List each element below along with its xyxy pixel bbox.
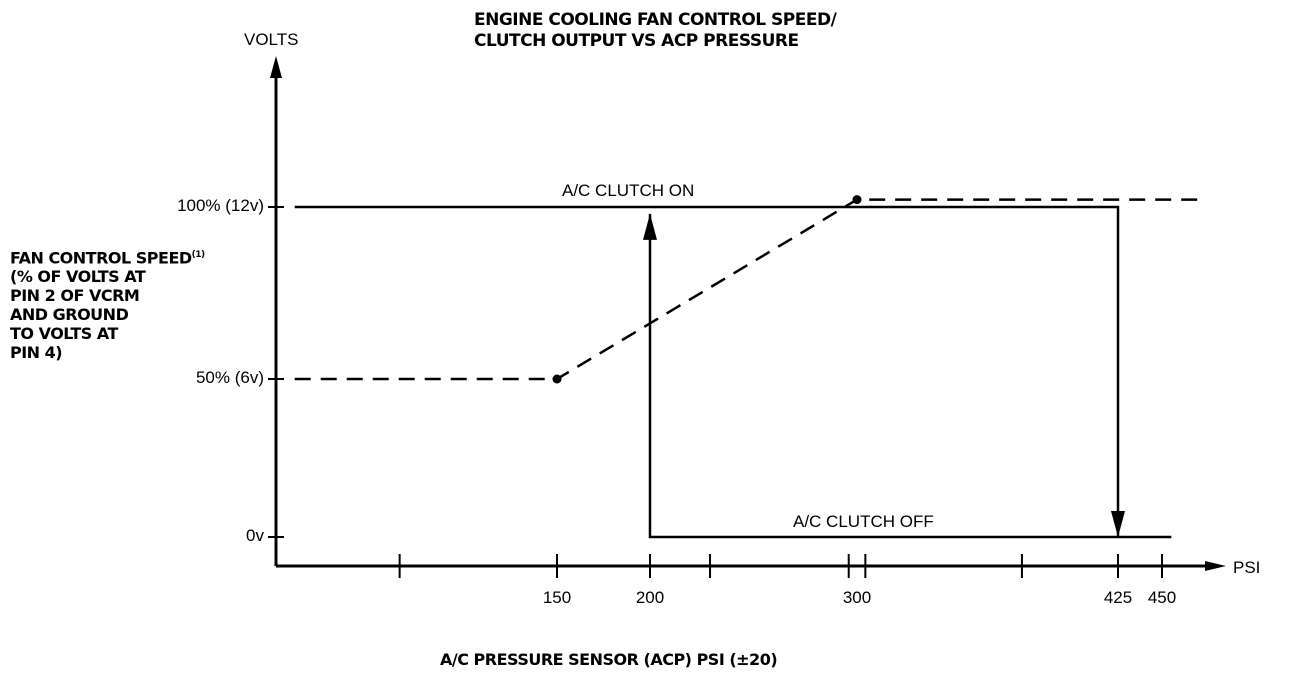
y-axis-arrow-icon xyxy=(270,56,282,78)
x-axis-label: A/C PRESSURE SENSOR (ACP) PSI (±20) xyxy=(440,650,778,669)
x-tick-label: 300 xyxy=(842,588,872,607)
y-label-line: AND GROUND xyxy=(10,305,129,325)
footnote-marker: (1) xyxy=(191,250,206,260)
x-axis-unit-label: PSI xyxy=(1233,558,1261,577)
x-tick-label: 200 xyxy=(635,588,665,607)
x-tick-label: 425 xyxy=(1103,588,1133,607)
up-arrow-icon xyxy=(643,213,657,240)
x-axis-arrow-icon xyxy=(1205,561,1226,571)
y-axis-unit-label: VOLTS xyxy=(244,30,299,49)
down-arrow-icon xyxy=(1111,511,1125,537)
y-label-line: TO VOLTS AT xyxy=(10,324,118,344)
y-tick-label: 50% (6v) xyxy=(195,368,264,387)
x-tick-label: 150 xyxy=(542,588,572,607)
chart-title: ENGINE COOLING FAN CONTROL SPEED/ CLUTCH… xyxy=(474,10,837,52)
y-label-text: FAN CONTROL SPEED xyxy=(10,248,192,268)
clutch-on-label: A/C CLUTCH ON xyxy=(562,181,695,200)
y-label-line: PIN 4) xyxy=(10,343,63,363)
series-line-0 xyxy=(294,198,1200,381)
title-line: CLUTCH OUTPUT VS ACP PRESSURE xyxy=(474,31,799,51)
y-label-line: PIN 2 OF VCRM xyxy=(10,286,140,306)
data-point-marker xyxy=(552,374,562,384)
clutch-off-label: A/C CLUTCH OFF xyxy=(793,512,934,531)
y-label-line: FAN CONTROL SPEED(1) xyxy=(10,246,205,267)
y-tick-label: 100% (12v) xyxy=(177,196,264,215)
series-line-1 xyxy=(294,205,1120,537)
series-line-2 xyxy=(648,213,1172,539)
y-tick-label: 0v xyxy=(246,526,264,545)
y-axis-label: FAN CONTROL SPEED(1) (% OF VOLTS AT PIN … xyxy=(10,246,205,362)
y-label-line: (% OF VOLTS AT xyxy=(10,267,146,287)
title-line: ENGINE COOLING FAN CONTROL SPEED/ xyxy=(474,10,837,30)
x-tick-label: 450 xyxy=(1147,588,1177,607)
data-point-marker xyxy=(852,195,862,205)
